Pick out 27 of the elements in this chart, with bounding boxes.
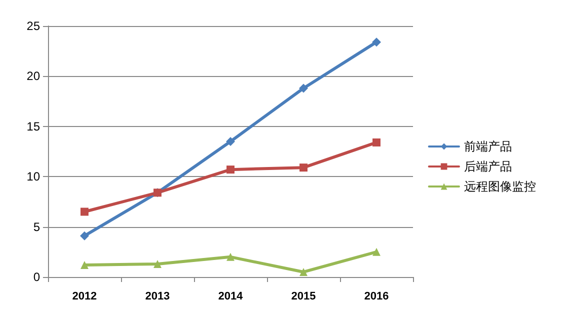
x-tick-label: 2014 [218, 290, 244, 302]
point [80, 260, 88, 269]
point [80, 231, 89, 240]
y-tick-label: 10 [26, 170, 40, 184]
y-tick-label: 5 [33, 220, 40, 234]
point [154, 260, 162, 268]
y-tick-label: 0 [33, 270, 40, 284]
point [300, 164, 308, 172]
y-tick-label: 20 [26, 69, 40, 84]
x-tick-label: 2012 [72, 290, 97, 302]
y-tick-label: 15 [26, 119, 40, 134]
point [226, 136, 235, 146]
legend-label: 前端产品 [464, 140, 512, 154]
point [299, 84, 308, 93]
legend-label: 后端产品 [464, 160, 512, 174]
x-tick-label: 2013 [145, 290, 170, 302]
point [80, 208, 88, 216]
x-tick-label: 2016 [364, 290, 389, 302]
legend-label: 远程图像监控 [464, 180, 536, 194]
point [300, 268, 308, 276]
point [372, 248, 380, 256]
y-tick-label: 25 [26, 19, 40, 33]
point [226, 166, 234, 174]
x-tick-label: 2015 [291, 290, 316, 302]
point [226, 252, 234, 261]
point [372, 138, 380, 146]
point [372, 38, 381, 47]
